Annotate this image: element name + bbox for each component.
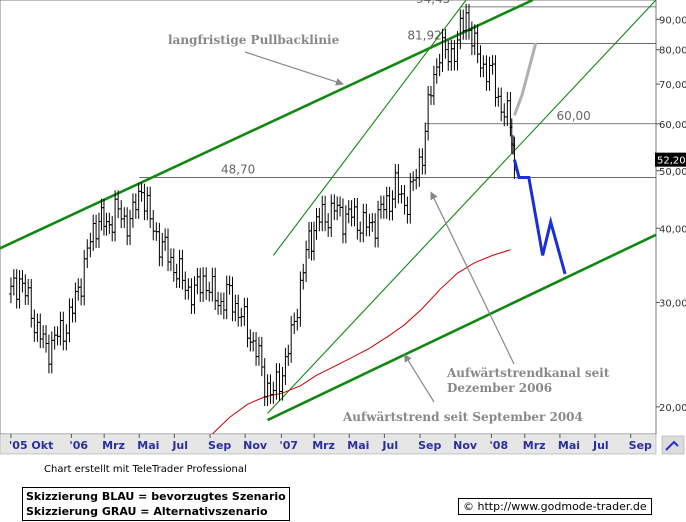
legend-gray: Skizzierung GRAU = Alternativszenario <box>26 505 268 518</box>
last-price-badge <box>655 152 686 167</box>
annotation-support-arrow <box>404 353 435 403</box>
x-tick-label: Mrz <box>102 439 125 452</box>
x-tick-label: Sep <box>418 439 441 452</box>
trendline-channel_lower <box>267 0 657 414</box>
x-tick-label: Nov <box>453 439 478 452</box>
x-tick-label: Sep <box>629 439 652 452</box>
x-tick-label: Jul <box>381 439 398 452</box>
x-tick-label: '08 <box>489 439 508 452</box>
moving-average-line <box>211 249 511 435</box>
level-label: 81,92 <box>407 29 441 43</box>
level-label: 48,70 <box>221 163 255 177</box>
y-tick-label: 90,00 <box>659 15 686 26</box>
y-tick-label: 40,00 <box>659 224 686 235</box>
gray-scenario-path <box>513 42 538 116</box>
stock-chart: 94,45 81,92 60,00 48,70 52,20 langfristige P… <box>0 0 686 455</box>
trendline-channel_upper <box>272 0 467 256</box>
x-tick-label: Mrz <box>523 439 546 452</box>
y-tick-label: 30,00 <box>659 298 686 309</box>
annotation-pullback-arrow <box>244 51 344 86</box>
x-tick-label: Nov <box>243 439 268 452</box>
x-axis-bar <box>0 433 657 455</box>
source-link[interactable]: © http://www.godmode-trader.de <box>458 498 652 515</box>
chart-credit: Chart erstellt mit TeleTrader Profession… <box>44 464 247 475</box>
level-label: 60,00 <box>556 109 590 123</box>
annotation-pullback: langfristige Pullbacklinie <box>168 33 340 47</box>
annotation-channel-line1: Aufwärtstrendkanal seit <box>446 366 610 380</box>
level-label: 94,45 <box>416 0 450 6</box>
x-tick-label: '07 <box>279 439 298 452</box>
y-tick-label: 50,00 <box>659 167 686 178</box>
trendline-pullback <box>0 0 534 250</box>
y-tick-label: 70,00 <box>659 80 686 91</box>
trendline-support <box>267 233 657 422</box>
x-tick-label: Mai <box>558 439 580 452</box>
annotation-channel-line2: Dezember 2006 <box>447 381 552 395</box>
x-tick-label: '06 <box>69 439 88 452</box>
x-tick-label: Mai <box>347 439 369 452</box>
x-tick-label: Sep <box>208 439 231 452</box>
annotation-support: Aufwärtstrend seit September 2004 <box>342 410 583 424</box>
last-price-label: 52,20 <box>657 156 686 167</box>
y-tick-label: 60,00 <box>659 120 686 131</box>
blue-scenario-path <box>512 159 567 275</box>
legend-blue: Skizzierung BLAU = bevorzugtes Szenario <box>26 490 286 503</box>
scroll-arrow-icon[interactable] <box>661 435 685 455</box>
x-tick-label: Jul <box>171 439 188 452</box>
x-tick-label: Mai <box>137 439 159 452</box>
y-tick-label: 80,00 <box>659 46 686 57</box>
x-tick-label: Mrz <box>312 439 335 452</box>
x-tick-label: Jul <box>592 439 609 452</box>
x-tick-label: '05 Okt <box>9 439 53 452</box>
y-tick-label: 20,00 <box>659 403 686 414</box>
annotation-channel-arrow <box>430 191 515 365</box>
scenario-legend: Skizzierung BLAU = bevorzugtes Szenario … <box>22 487 290 521</box>
